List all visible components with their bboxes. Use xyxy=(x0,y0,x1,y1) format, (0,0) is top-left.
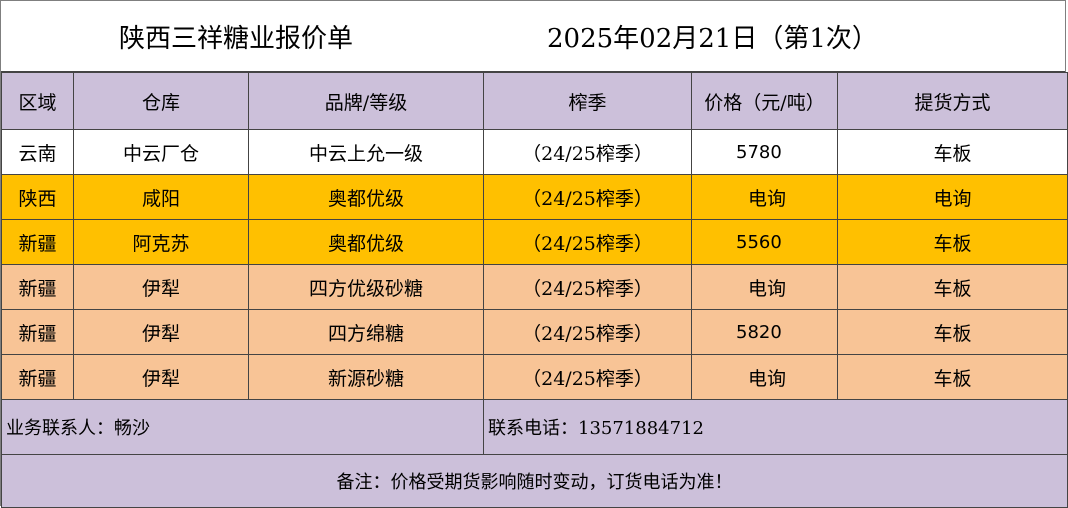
cell-warehouse: 伊犁 xyxy=(74,265,249,310)
cell-season: （24/25榨季） xyxy=(484,265,692,310)
table-row: 新疆 伊犁 四方绵糖 （24/25榨季） 5820 车板 xyxy=(2,310,1068,355)
cell-price: 电询 xyxy=(692,265,838,310)
cell-price: 5780 xyxy=(692,130,838,175)
table-row: 新疆 阿克苏 奥都优级 （24/25榨季） 5560 车板 xyxy=(2,220,1068,265)
cell-season: （24/25榨季） xyxy=(484,175,692,220)
note-text: 备注：价格受期货影响随时变动，订货电话为准！ xyxy=(2,455,1068,508)
cell-brand: 奥都优级 xyxy=(249,220,484,265)
contact-phone: 联系电话：13571884712 xyxy=(484,400,1068,455)
cell-delivery: 车板 xyxy=(838,220,1068,265)
cell-brand: 新源砂糖 xyxy=(249,355,484,400)
cell-region: 新疆 xyxy=(2,220,74,265)
cell-season: （24/25榨季） xyxy=(484,310,692,355)
cell-warehouse: 伊犁 xyxy=(74,310,249,355)
cell-price: 5560 xyxy=(692,220,838,265)
title-row: 陕西三祥糖业报价单 2025年02月21日（第1次） xyxy=(1,1,1065,72)
cell-warehouse: 咸阳 xyxy=(74,175,249,220)
cell-region: 云南 xyxy=(2,130,74,175)
table-row: 云南 中云厂仓 中云上允一级 （24/25榨季） 5780 车板 xyxy=(2,130,1068,175)
cell-region: 新疆 xyxy=(2,265,74,310)
sheet-date: 2025年02月21日（第1次） xyxy=(471,18,1065,55)
cell-region: 新疆 xyxy=(2,310,74,355)
cell-delivery: 车板 xyxy=(838,355,1068,400)
table-row: 新疆 伊犁 四方优级砂糖 （24/25榨季） 电询 车板 xyxy=(2,265,1068,310)
cell-season: （24/25榨季） xyxy=(484,130,692,175)
cell-warehouse: 中云厂仓 xyxy=(74,130,249,175)
cell-price: 5820 xyxy=(692,310,838,355)
cell-region: 新疆 xyxy=(2,355,74,400)
table-header-row: 区域 仓库 品牌/等级 榨季 价格（元/吨） 提货方式 xyxy=(2,73,1068,130)
cell-brand: 四方绵糖 xyxy=(249,310,484,355)
table-row: 陕西 咸阳 奥都优级 （24/25榨季） 电询 电询 xyxy=(2,175,1068,220)
cell-brand: 中云上允一级 xyxy=(249,130,484,175)
header-season: 榨季 xyxy=(484,73,692,130)
header-warehouse: 仓库 xyxy=(74,73,249,130)
cell-delivery: 车板 xyxy=(838,130,1068,175)
cell-season: （24/25榨季） xyxy=(484,220,692,265)
header-region: 区域 xyxy=(2,73,74,130)
cell-delivery: 车板 xyxy=(838,265,1068,310)
cell-brand: 四方优级砂糖 xyxy=(249,265,484,310)
cell-warehouse: 伊犁 xyxy=(74,355,249,400)
cell-price: 电询 xyxy=(692,175,838,220)
header-price: 价格（元/吨） xyxy=(692,73,838,130)
cell-season: （24/25榨季） xyxy=(484,355,692,400)
header-delivery: 提货方式 xyxy=(838,73,1068,130)
contact-person: 业务联系人：畅沙 xyxy=(2,400,484,455)
note-row: 备注：价格受期货影响随时变动，订货电话为准！ xyxy=(2,455,1068,508)
cell-delivery: 电询 xyxy=(838,175,1068,220)
price-table: 区域 仓库 品牌/等级 榨季 价格（元/吨） 提货方式 云南 中云厂仓 中云上允… xyxy=(1,72,1068,508)
sheet-title: 陕西三祥糖业报价单 xyxy=(1,18,471,55)
cell-warehouse: 阿克苏 xyxy=(74,220,249,265)
cell-price: 电询 xyxy=(692,355,838,400)
contact-row: 业务联系人：畅沙 联系电话：13571884712 xyxy=(2,400,1068,455)
cell-delivery: 车板 xyxy=(838,310,1068,355)
table-row: 新疆 伊犁 新源砂糖 （24/25榨季） 电询 车板 xyxy=(2,355,1068,400)
header-brand: 品牌/等级 xyxy=(249,73,484,130)
cell-brand: 奥都优级 xyxy=(249,175,484,220)
cell-region: 陕西 xyxy=(2,175,74,220)
